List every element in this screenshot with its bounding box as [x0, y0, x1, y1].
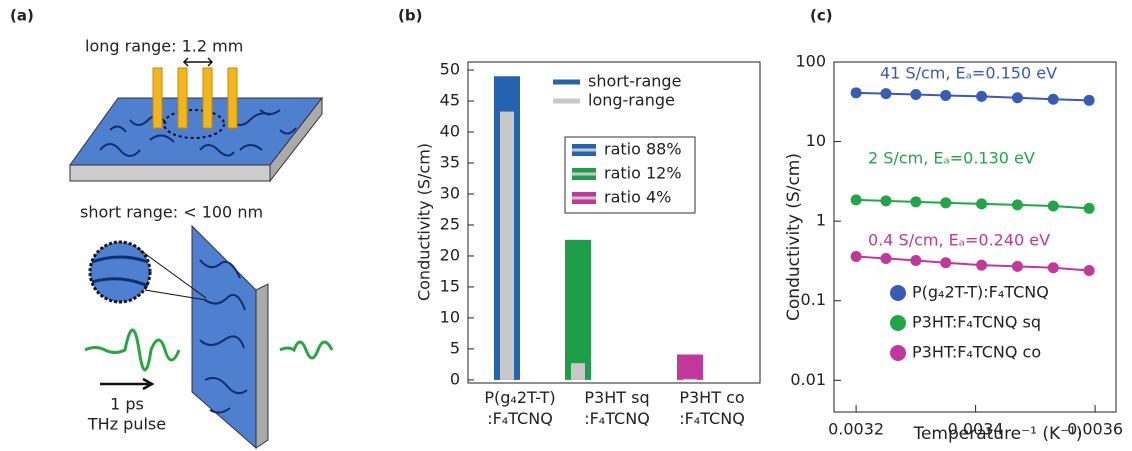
x-tick-label: P3HT sq:F₄TCNQ	[584, 388, 650, 428]
legend-label: P3HT:F₄TCNQ co	[912, 343, 1041, 362]
plot-frame	[833, 61, 1117, 413]
data-point	[850, 87, 862, 99]
long-range-label: long range: 1.2 mm	[85, 37, 243, 56]
y-tick-label: 50	[440, 60, 460, 79]
data-point	[910, 196, 922, 208]
legend-label: P3HT:F₄TCNQ sq	[912, 313, 1041, 332]
x-axis-label: Temperature⁻¹ (K⁻¹)	[912, 424, 1082, 444]
bar	[677, 354, 703, 380]
data-point	[976, 198, 988, 210]
x-tick-label: P(g₄2T-T):F₄TCNQ	[484, 388, 555, 428]
legend-swatch	[572, 172, 596, 176]
x-tick-label: P3HT co:F₄TCNQ	[679, 388, 745, 428]
y-tick-label: 0	[450, 369, 460, 388]
y-tick-label: 5	[450, 338, 460, 357]
y-tick-label: 10	[440, 307, 460, 326]
legend-label: P(g₄2T-T):F₄TCNQ	[912, 283, 1049, 302]
legend-marker	[890, 285, 906, 301]
y-tick-label: 45	[440, 91, 460, 110]
annotation: 41 S/cm, Eₐ=0.150 eV	[880, 64, 1057, 83]
legend-label: ratio 88%	[604, 140, 682, 159]
data-point	[880, 88, 892, 100]
y-tick-label: 1	[816, 211, 826, 230]
data-point	[910, 89, 922, 101]
legend-label: long-range	[588, 91, 675, 110]
legend-swatch	[572, 196, 596, 200]
y-tick-label: 0.1	[801, 290, 826, 309]
legend-marker	[890, 315, 906, 331]
panel-label: (c)	[810, 7, 833, 25]
data-point	[940, 257, 952, 269]
data-point	[850, 250, 862, 262]
y-tick-label: 30	[440, 183, 460, 202]
y-tick-label: 15	[440, 276, 460, 295]
panel-label: (a)	[10, 7, 34, 25]
plot-frame	[467, 61, 761, 384]
legend-label: ratio 12%	[604, 164, 682, 183]
data-point	[1011, 260, 1023, 272]
annotation: 0.4 S/cm, Eₐ=0.240 eV	[868, 231, 1050, 250]
data-point	[1011, 199, 1023, 211]
bar	[565, 239, 591, 380]
y-axis-label: Conductivity (S/cm)	[415, 143, 434, 301]
pulse-label: THz pulse	[87, 415, 166, 434]
y-tick-label: 40	[440, 122, 460, 141]
y-axis-label: Conductivity (S/cm)	[784, 153, 804, 321]
legend-marker	[890, 345, 906, 361]
data-point	[1047, 93, 1059, 105]
y-tick-label: 25	[440, 214, 460, 233]
panel-label: (b)	[398, 7, 422, 25]
data-point	[880, 195, 892, 207]
annotation: 2 S/cm, Eₐ=0.130 eV	[868, 149, 1035, 168]
pulse-time: 1 ps	[110, 395, 144, 414]
y-tick-label: 100	[795, 52, 826, 71]
data-point	[976, 259, 988, 271]
data-point	[940, 89, 952, 101]
data-point	[1011, 92, 1023, 104]
legend-swatch	[572, 148, 596, 152]
data-point	[1083, 264, 1095, 276]
data-point	[880, 252, 892, 264]
x-tick-label: 0.0032	[828, 420, 884, 439]
data-point	[940, 197, 952, 209]
data-point	[1083, 202, 1095, 214]
x-tick-label: 0.0036	[1067, 420, 1123, 439]
data-point	[1083, 94, 1095, 106]
y-tick-label: 10	[806, 131, 826, 150]
short-range-label: short range: < 100 nm	[80, 203, 263, 222]
y-tick-label: 35	[440, 153, 460, 172]
legend-label: short-range	[588, 72, 681, 91]
bar	[571, 363, 585, 380]
data-point	[1047, 200, 1059, 212]
x-tick-label: 0.0034	[948, 420, 1004, 439]
y-tick-label: 0.01	[790, 370, 826, 389]
data-point	[976, 90, 988, 102]
bar	[500, 111, 514, 380]
y-tick-label: 20	[440, 245, 460, 264]
data-point	[1047, 262, 1059, 274]
bar	[683, 378, 697, 380]
legend-label: ratio 4%	[604, 188, 671, 207]
data-point	[850, 194, 862, 206]
film-slab	[69, 57, 324, 183]
film-plate	[84, 224, 334, 450]
data-point	[910, 255, 922, 267]
